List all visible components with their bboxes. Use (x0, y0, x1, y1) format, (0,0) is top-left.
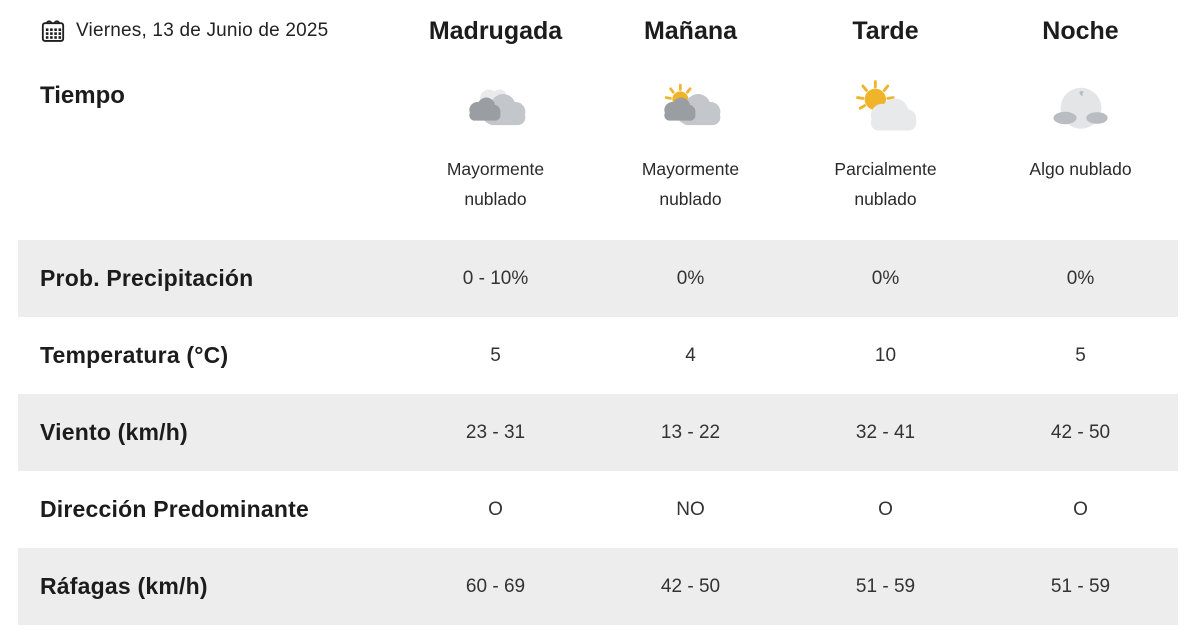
table-row-gusts: Ráfagas (km/h) 60 - 69 42 - 50 51 - 59 5… (18, 548, 1178, 625)
mostly-cloudy-day-icon (647, 78, 735, 142)
column-header-manana: Mañana (643, 16, 738, 45)
weather-row: Tiempo Mayormente nu (18, 56, 1178, 240)
partly-cloudy-night-icon (1037, 78, 1125, 142)
precipitation-noche: 0% (1066, 267, 1095, 289)
weather-cell-manana: Mayormente nublado (593, 56, 788, 214)
table-row-precipitation: Prob. Precipitación 0 - 10% 0% 0% 0% (18, 240, 1178, 317)
wind-direction-tarde: O (878, 498, 893, 520)
row-label-temperature: Temperatura (°C) (40, 342, 229, 368)
date-text: Viernes, 13 de Junio de 2025 (76, 20, 329, 41)
weather-cell-tarde: Parcialmente nublado (788, 56, 983, 214)
table-row-temperature: Temperatura (°C) 5 4 10 5 (18, 317, 1178, 394)
precipitation-tarde: 0% (871, 267, 900, 289)
wind-manana: 13 - 22 (660, 421, 721, 443)
gusts-tarde: 51 - 59 (855, 575, 916, 597)
wind-direction-noche: O (1073, 498, 1088, 520)
temperature-madrugada: 5 (490, 344, 501, 366)
gusts-noche: 51 - 59 (1050, 575, 1111, 597)
table-row-wind-direction: Dirección Predominante O NO O O (18, 471, 1178, 548)
weather-forecast-card: Viernes, 13 de Junio de 2025 Madrugada M… (18, 0, 1178, 625)
temperature-manana: 4 (685, 344, 696, 366)
wind-direction-manana: NO (676, 498, 705, 520)
condition-text-madrugada: Mayormente nublado (446, 159, 545, 209)
weather-cell-noche: Algo nublado (983, 56, 1178, 184)
row-label-wind: Viento (km/h) (40, 419, 188, 445)
gusts-madrugada: 60 - 69 (465, 575, 526, 597)
calendar-icon (40, 18, 66, 44)
row-label-wind-direction: Dirección Predominante (40, 496, 309, 522)
column-header-tarde: Tarde (852, 16, 919, 45)
wind-madrugada: 23 - 31 (465, 421, 526, 443)
wind-tarde: 32 - 41 (855, 421, 916, 443)
column-header-noche: Noche (1042, 16, 1119, 45)
weather-cell-madrugada: Mayormente nublado (398, 56, 593, 214)
column-header-madrugada: Madrugada (428, 16, 563, 45)
partly-cloudy-day-icon (842, 78, 930, 142)
weather-row-label: Tiempo (40, 82, 125, 109)
temperature-tarde: 10 (874, 344, 897, 366)
precipitation-madrugada: 0 - 10% (462, 267, 529, 289)
temperature-noche: 5 (1075, 344, 1086, 366)
mostly-cloudy-night-icon (452, 78, 540, 142)
wind-direction-madrugada: O (488, 498, 503, 520)
gusts-manana: 42 - 50 (660, 575, 721, 597)
precipitation-manana: 0% (676, 267, 705, 289)
row-label-precipitation: Prob. Precipitación (40, 265, 254, 291)
condition-text-tarde: Parcialmente nublado (834, 159, 937, 209)
row-label-gusts: Ráfagas (km/h) (40, 573, 208, 599)
condition-text-manana: Mayormente nublado (641, 159, 740, 209)
wind-noche: 42 - 50 (1050, 421, 1111, 443)
date-header: Viernes, 13 de Junio de 2025 (18, 18, 398, 44)
condition-text-noche: Algo nublado (1029, 159, 1132, 179)
table-row-wind: Viento (km/h) 23 - 31 13 - 22 32 - 41 42… (18, 394, 1178, 471)
header-row: Viernes, 13 de Junio de 2025 Madrugada M… (18, 0, 1178, 56)
